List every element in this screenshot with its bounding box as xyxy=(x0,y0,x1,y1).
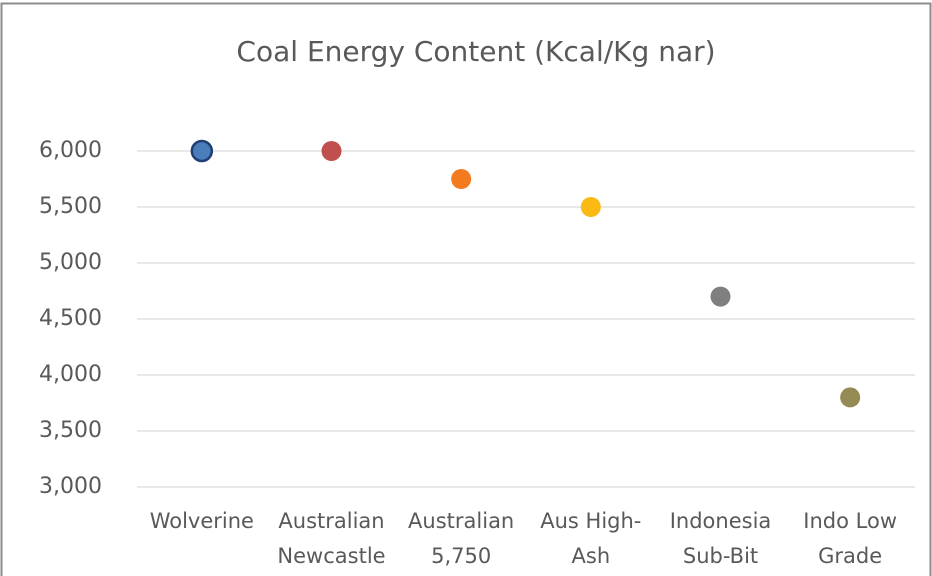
x-tick-label: Indonesia Sub-Bit xyxy=(669,509,772,568)
x-tick-label: Australian 5,750 xyxy=(408,509,515,568)
y-tick-label: 3,000 xyxy=(39,474,102,499)
x-tick-label: Aus High-Ash xyxy=(540,509,642,568)
y-tick-label: 6,000 xyxy=(39,138,102,163)
point xyxy=(840,387,861,408)
y-tick-label: 3,500 xyxy=(39,418,102,443)
point xyxy=(190,139,214,163)
y-tick-label: 4,000 xyxy=(39,362,102,387)
y-tick-label: 5,000 xyxy=(39,250,102,275)
x-tick-label: Indo Low Grade xyxy=(803,509,898,568)
point xyxy=(580,197,601,217)
point xyxy=(710,286,731,307)
chart-title: Coal Energy Content (Kcal/Kg nar) xyxy=(236,35,715,68)
y-tick-label: 4,500 xyxy=(39,306,102,331)
x-tick-label: Wolverine xyxy=(149,509,254,533)
point xyxy=(321,141,342,161)
point xyxy=(451,169,472,189)
x-tick-label: Australian Newcastle xyxy=(277,509,386,568)
y-tick-label: 5,500 xyxy=(39,194,102,219)
